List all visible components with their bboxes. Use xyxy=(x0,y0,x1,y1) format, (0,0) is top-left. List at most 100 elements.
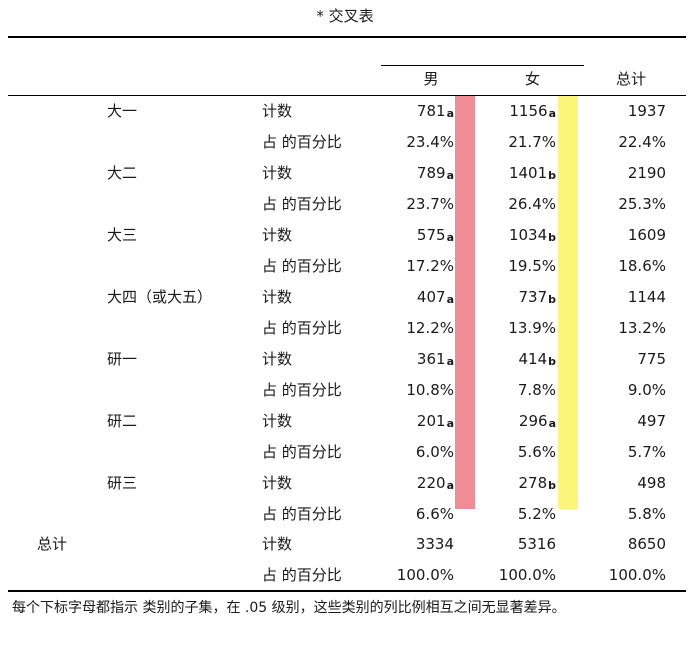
cell-total: 1937 xyxy=(627,102,666,120)
top-rule xyxy=(8,36,686,38)
total-percent-row: 占 的百分比 100.0% 100.0% 100.0% xyxy=(0,560,690,591)
row-statistic: 占 的百分比 xyxy=(262,443,342,461)
header-bottom-rule xyxy=(8,95,686,96)
cell-male-value: 6.6% xyxy=(415,505,454,523)
cell-male: 23.4% xyxy=(406,127,454,158)
percent-row: 占 的百分比 17.2% 19.5% 18.6% xyxy=(0,251,690,282)
cell-female: 26.4% xyxy=(508,189,556,220)
total-count-row: 总计 计数 3334 5316 8650 xyxy=(0,529,690,560)
cell-female: 1034b xyxy=(509,220,556,252)
row-category: 大二 xyxy=(107,164,138,182)
percent-row: 占 的百分比 23.4% 21.7% 22.4% xyxy=(0,127,690,158)
header-total: 总计 xyxy=(615,70,646,88)
bottom-rule xyxy=(8,590,686,592)
row-statistic: 占 的百分比 xyxy=(262,319,342,337)
cell-female-subscript: a xyxy=(548,107,556,120)
cell-male: 201a xyxy=(417,406,454,438)
percent-row: 占 的百分比 12.2% 13.9% 13.2% xyxy=(0,313,690,344)
row-statistic: 计数 xyxy=(262,350,293,368)
cell-female-value: 1034 xyxy=(508,226,548,244)
cell-total: 2190 xyxy=(627,164,666,182)
cell-total: 497 xyxy=(637,412,666,430)
count-row: 研三 计数 220a 278b 498 xyxy=(0,468,690,499)
row-category: 大三 xyxy=(107,226,138,244)
cell-male-value: 781 xyxy=(416,102,446,120)
total-percent-female: 100.0% xyxy=(498,566,556,584)
cell-total: 498 xyxy=(637,474,666,492)
total-label: 总计 xyxy=(37,535,68,553)
cell-male-subscript: a xyxy=(446,107,454,120)
row-statistic: 计数 xyxy=(262,288,293,306)
cell-total: 18.6% xyxy=(618,257,666,275)
cell-male-value: 407 xyxy=(416,288,446,306)
cell-total: 13.2% xyxy=(618,319,666,337)
cell-total: 1609 xyxy=(627,226,666,244)
table-title: * 交叉表 xyxy=(316,7,374,25)
header-female: 女 xyxy=(524,70,540,88)
cell-male: 789a xyxy=(417,158,454,190)
cell-male-subscript: a xyxy=(446,355,454,368)
row-category: 研二 xyxy=(107,412,138,430)
cell-female: 414b xyxy=(518,344,556,376)
cell-total: 25.3% xyxy=(618,195,666,213)
cell-male-subscript: a xyxy=(446,231,454,244)
total-count-female: 5316 xyxy=(517,535,556,553)
cell-female-value: 278 xyxy=(518,474,548,492)
footnote: 每个下标字母都指示 类别的子集，在 .05 级别，这些类别的列比例相互之间无显著… xyxy=(12,600,566,616)
cell-male: 575a xyxy=(417,220,454,252)
cell-male-subscript: a xyxy=(446,293,454,306)
row-statistic: 计数 xyxy=(262,474,293,492)
cell-male-value: 23.7% xyxy=(406,195,454,213)
cell-male-value: 361 xyxy=(416,350,446,368)
row-statistic: 计数 xyxy=(262,226,293,244)
row-category: 大四（或大五） xyxy=(107,288,213,306)
cell-male-value: 6.0% xyxy=(415,443,454,461)
cell-female-value: 19.5% xyxy=(508,257,556,275)
cell-female-subscript: b xyxy=(548,293,556,306)
cell-male: 220a xyxy=(417,468,454,500)
cell-total: 1144 xyxy=(627,288,666,306)
cell-male-subscript: a xyxy=(446,169,454,182)
cell-female-value: 7.8% xyxy=(517,381,556,399)
count-row: 研一 计数 361a 414b 775 xyxy=(0,344,690,375)
total-count-total: 8650 xyxy=(627,535,666,553)
cell-male-value: 17.2% xyxy=(406,257,454,275)
row-statistic: 占 的百分比 xyxy=(262,257,342,275)
cell-male: 6.0% xyxy=(416,437,454,468)
cell-female: 5.2% xyxy=(518,499,556,530)
cell-female-subscript: b xyxy=(548,479,556,492)
count-row: 大三 计数 575a 1034b 1609 xyxy=(0,220,690,251)
cell-female-subscript: b xyxy=(548,231,556,244)
cell-total: 775 xyxy=(637,350,666,368)
female-significance-band xyxy=(558,96,578,509)
cell-male: 10.8% xyxy=(406,375,454,406)
cell-male-value: 575 xyxy=(416,226,446,244)
percent-row: 占 的百分比 23.7% 26.4% 25.3% xyxy=(0,189,690,220)
male-significance-band xyxy=(455,96,475,509)
total-percent-male: 100.0% xyxy=(396,566,454,584)
cell-female-subscript: a xyxy=(548,417,556,430)
cell-total: 9.0% xyxy=(627,381,666,399)
cell-total: 22.4% xyxy=(618,133,666,151)
cell-female-value: 296 xyxy=(518,412,548,430)
cell-female-value: 13.9% xyxy=(508,319,556,337)
total-count-stat: 计数 xyxy=(262,535,293,553)
cell-female-value: 21.7% xyxy=(508,133,556,151)
count-row: 研二 计数 201a 296a 497 xyxy=(0,406,690,437)
cell-female-subscript: b xyxy=(548,355,556,368)
row-statistic: 计数 xyxy=(262,102,293,120)
cell-female-value: 1156 xyxy=(509,102,548,120)
cell-male-value: 789 xyxy=(416,164,446,182)
cell-female-value: 5.6% xyxy=(517,443,556,461)
cell-male: 6.6% xyxy=(416,499,454,530)
cell-female: 7.8% xyxy=(518,375,556,406)
row-category: 研三 xyxy=(107,474,138,492)
row-statistic: 计数 xyxy=(262,164,293,182)
percent-row: 占 的百分比 10.8% 7.8% 9.0% xyxy=(0,375,690,406)
cell-male-value: 12.2% xyxy=(406,319,454,337)
cell-female-value: 414 xyxy=(518,350,548,368)
cell-female: 13.9% xyxy=(508,313,556,344)
percent-row: 占 的百分比 6.6% 5.2% 5.8% xyxy=(0,499,690,530)
cell-female: 1401b xyxy=(509,158,556,190)
percent-row: 占 的百分比 6.0% 5.6% 5.7% xyxy=(0,437,690,468)
